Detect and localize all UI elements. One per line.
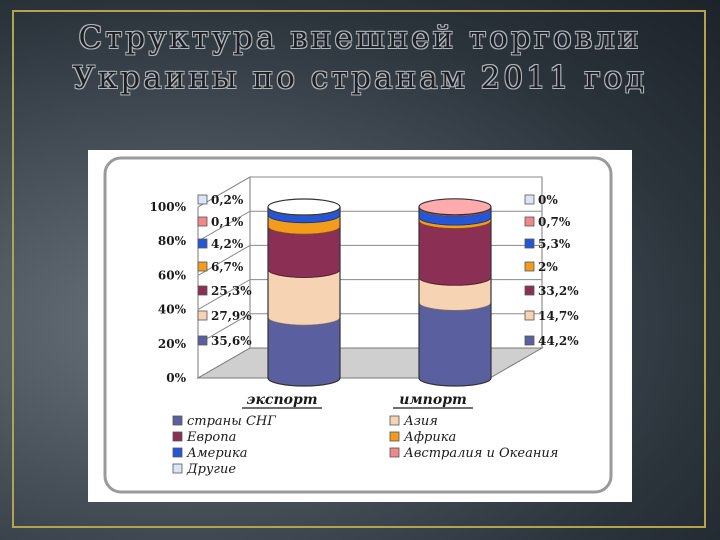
title-line-2: Украины по странам 2011 год [72, 60, 648, 96]
data-label-swatch [524, 310, 535, 321]
data-label-swatch [524, 261, 535, 272]
data-label: 0,7% [538, 215, 571, 229]
data-label-swatch [524, 285, 535, 296]
data-label: 5,3% [538, 237, 571, 251]
cylinder-top [418, 198, 492, 216]
data-label: 44,2% [538, 334, 579, 348]
legend-swatch [172, 415, 183, 426]
y-tick-label: 100% [150, 200, 187, 214]
cylinder-base-outline [418, 377, 492, 387]
data-label: 0,1% [211, 215, 244, 229]
title-line-1: Структура внешней торговли [78, 20, 642, 56]
data-label-swatch [197, 261, 208, 272]
data-label-swatch [524, 194, 535, 205]
gridline [197, 176, 542, 208]
data-label-swatch [197, 285, 208, 296]
legend-entry: Азия [403, 414, 438, 429]
legend-entry: Америка [186, 446, 248, 461]
data-label: 2% [538, 260, 558, 274]
legend-entry: Европа [186, 430, 236, 445]
data-label: 0,2% [211, 193, 244, 207]
x-category-label: импорт [399, 392, 467, 408]
x-category-label: экспорт [246, 392, 317, 408]
slide-title: Структура внешней торговли Украины по ст… [0, 18, 720, 98]
legend-entry: страны СНГ [187, 414, 276, 429]
data-label: 25,3% [211, 284, 252, 298]
data-label-swatch [197, 310, 208, 321]
legend-swatch [389, 431, 400, 442]
cylinder-base-outline [267, 377, 341, 387]
cylinder-top [267, 198, 341, 216]
stacked-cylinder-chart: 0% 20% 40% 60% 80% 100% экспорт импорт 0,2% 0,1% 4… [103, 156, 613, 494]
legend-swatch [389, 415, 400, 426]
data-label: 33,2% [538, 284, 579, 298]
legend-entry: Другие [186, 462, 236, 477]
data-label: 0% [538, 193, 558, 207]
cylinder-segment [267, 317, 341, 387]
cylinder-segment [418, 302, 492, 387]
data-label: 35,6% [211, 334, 252, 348]
y-tick-label: 80% [158, 234, 187, 248]
legend-swatch [172, 431, 183, 442]
legend-swatch [389, 447, 400, 458]
chart-panel: 0% 20% 40% 60% 80% 100% экспорт импорт 0,2% 0,1% 4… [88, 150, 632, 502]
y-tick-label: 0% [166, 371, 186, 385]
legend-swatch [172, 447, 183, 458]
data-label: 6,7% [211, 260, 244, 274]
legend-swatch [172, 463, 183, 474]
data-label-swatch [197, 335, 208, 346]
data-label-swatch [197, 238, 208, 249]
y-tick-label: 60% [158, 268, 187, 282]
data-label-swatch [197, 194, 208, 205]
data-label: 27,9% [211, 309, 252, 323]
data-label: 4,2% [211, 237, 244, 251]
data-label: 14,7% [538, 309, 579, 323]
data-label-swatch [197, 216, 208, 227]
slide-frame [12, 10, 706, 528]
legend-entry: Австралия и Океания [403, 446, 558, 461]
cylinder-segment [418, 220, 492, 286]
data-label-swatch [524, 216, 535, 227]
data-label-swatch [524, 335, 535, 346]
y-tick-label: 40% [158, 303, 187, 317]
legend-entry: Африка [403, 430, 456, 445]
y-tick-label: 20% [158, 337, 187, 351]
data-label-swatch [524, 238, 535, 249]
